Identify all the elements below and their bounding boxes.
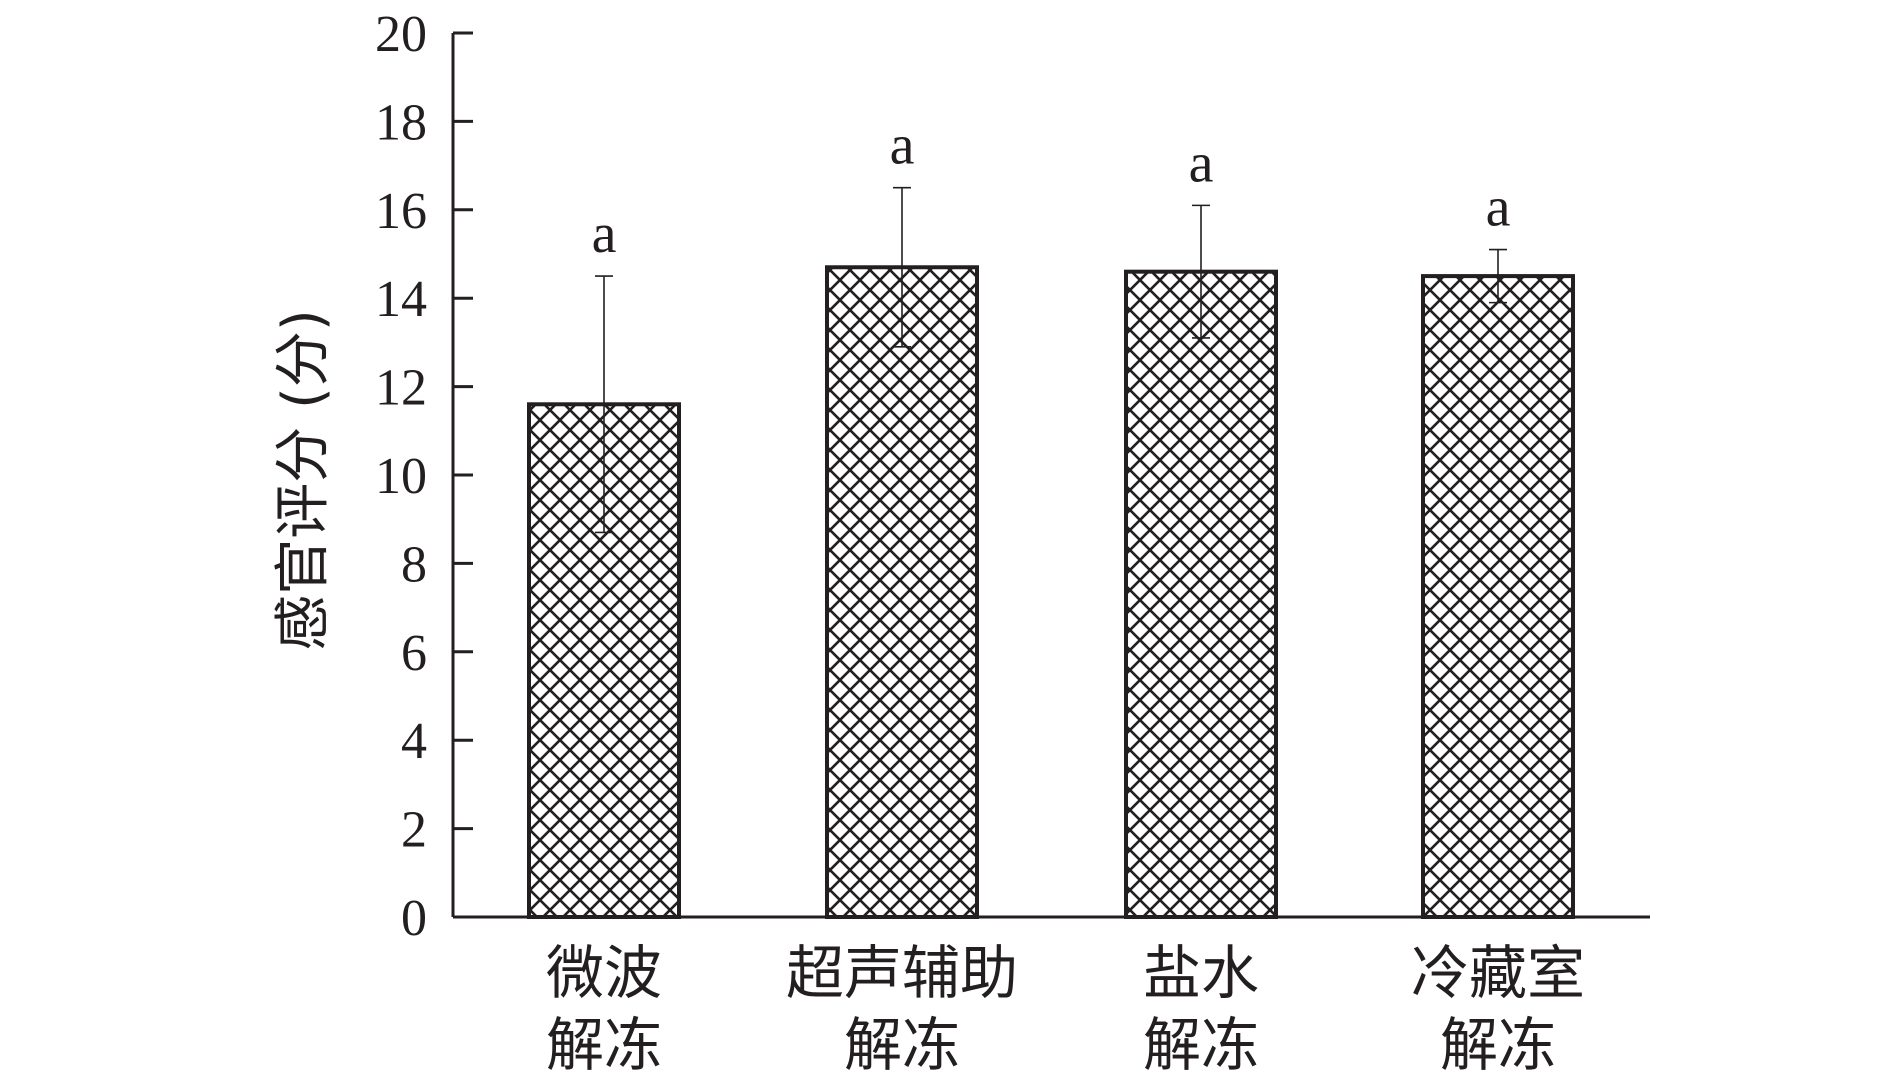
bar	[825, 265, 979, 919]
y-tick-label: 20	[375, 6, 427, 63]
bar	[1421, 274, 1575, 920]
x-category-label: 解冻	[546, 1011, 662, 1079]
significance-label: a	[1189, 132, 1214, 194]
x-category-label: 解冻	[1143, 1011, 1259, 1079]
x-category-label: 解冻	[1440, 1011, 1556, 1079]
y-axis-title: 感官评分 (分)	[271, 309, 336, 651]
bars	[527, 265, 1575, 920]
y-tick-label: 18	[375, 94, 427, 151]
x-category-label: 冷藏室	[1411, 939, 1585, 1007]
x-category-label: 超声辅助	[786, 939, 1018, 1007]
y-tick-label: 14	[375, 271, 427, 328]
x-category-label: 解冻	[844, 1011, 960, 1079]
y-tick-label: 12	[375, 360, 427, 417]
y-tick-label: 0	[401, 890, 427, 947]
y-tick-label: 8	[401, 536, 427, 593]
y-tick-label: 6	[401, 625, 427, 682]
y-tick-label: 2	[401, 802, 427, 859]
x-category-label: 盐水	[1143, 939, 1259, 1007]
significance-label: a	[890, 115, 915, 177]
significance-label: a	[1486, 177, 1511, 239]
y-tick-label: 16	[375, 183, 427, 240]
y-tick-label: 4	[401, 713, 427, 770]
axes: 0 2 4 6 8 10 12 14 16 18 20 感官评分 (分)	[271, 6, 1650, 947]
y-tick-label: 10	[375, 448, 427, 505]
x-category-label: 微波	[546, 939, 662, 1007]
bar	[1124, 269, 1278, 919]
error-bars	[595, 186, 1507, 534]
significance-label: a	[592, 203, 617, 265]
